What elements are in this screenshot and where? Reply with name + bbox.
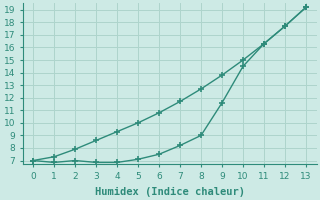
X-axis label: Humidex (Indice chaleur): Humidex (Indice chaleur) — [95, 186, 244, 197]
